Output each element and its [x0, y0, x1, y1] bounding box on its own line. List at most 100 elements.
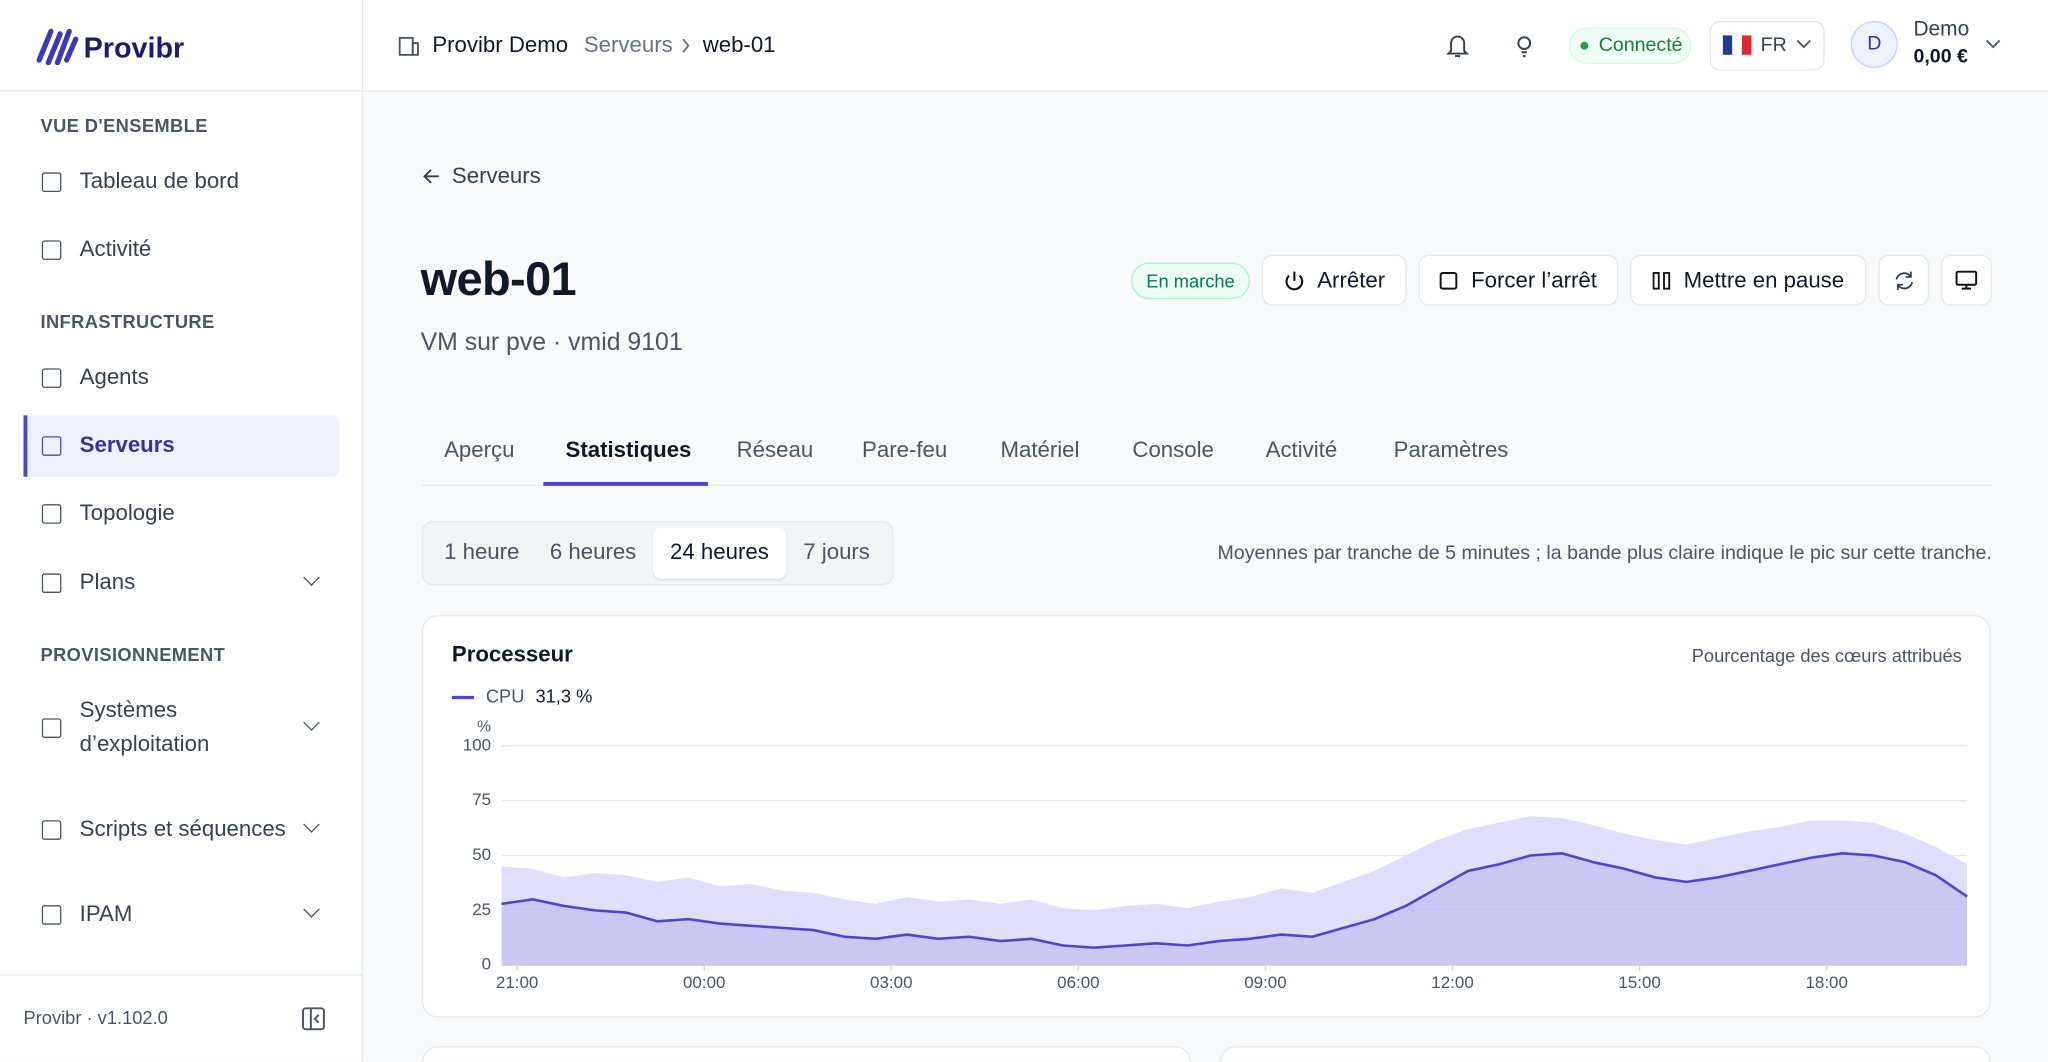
nav-item[interactable]: Plans [79, 569, 136, 595]
nav-icon [41, 820, 62, 840]
square-icon [1440, 271, 1458, 289]
chevron [682, 38, 690, 53]
pause-icon [1652, 271, 1671, 289]
chart: Processeur Pourcentage des cœurs attribu… [451, 642, 1968, 992]
tab[interactable]: Console [1132, 437, 1214, 463]
force-stop-button[interactable]: Forcer l’arrêt [1418, 254, 1619, 306]
nav-item[interactable]: Agents [79, 364, 149, 390]
tab[interactable]: Activité [1265, 437, 1338, 463]
nav-section: PROVISIONNEMENT [40, 643, 226, 665]
peak-band [501, 816, 1968, 966]
y-tick-label: 100 [463, 735, 491, 754]
range-option[interactable]: 1 heure [444, 539, 520, 565]
org-icon [398, 36, 419, 56]
refresh-button[interactable] [1878, 254, 1930, 306]
active-tab-indicator [543, 481, 708, 486]
memory-card [421, 1046, 1192, 1062]
nav-icon [41, 240, 62, 260]
y-tick-label: 75 [472, 790, 491, 809]
logo-mark [36, 28, 79, 66]
tab[interactable]: Matériel [1000, 437, 1080, 463]
back-link[interactable]: Serveurs [451, 163, 541, 189]
user-name: Demo [1913, 18, 1970, 41]
divider [0, 974, 362, 976]
collapse-button[interactable] [302, 1007, 326, 1031]
nav-icon [41, 368, 62, 388]
server-subtitle: VM sur pve · vmid 9101 [420, 329, 683, 357]
x-tick-label: 15:00 [1618, 973, 1660, 992]
x-tick-label: 18:00 [1805, 973, 1847, 992]
y-tick-label: 50 [472, 845, 491, 864]
chart-title: Processeur [452, 642, 573, 667]
range-option[interactable]: 7 jours [803, 539, 870, 565]
power-icon [1284, 271, 1303, 290]
breadcrumb-org[interactable]: Provibr Demo [432, 32, 569, 58]
tab[interactable]: Paramètres [1393, 437, 1509, 463]
nav-section: INFRASTRUCTURE [40, 310, 215, 332]
language-button[interactable] [1709, 20, 1825, 71]
breadcrumb-link[interactable]: Serveurs [583, 32, 673, 58]
divider [0, 90, 362, 92]
header: Provibr Demo Serveurs web-01 Connecté FR… [363, 0, 2048, 92]
tab[interactable]: Aperçu [444, 437, 515, 463]
language: FR [1760, 33, 1787, 57]
avatar[interactable]: D [1850, 20, 1898, 68]
cpu-line [501, 851, 1968, 950]
pause-button[interactable]: Mettre en pause [1630, 254, 1867, 306]
nav-item[interactable]: IPAM [79, 901, 133, 927]
y-tick-label: 0 [482, 955, 491, 974]
nav-item[interactable]: Tableau de bord [79, 168, 239, 194]
x-tick-label: 09:00 [1244, 973, 1286, 992]
nav-item[interactable]: Serveurs [79, 432, 175, 458]
console-button[interactable] [1940, 254, 1992, 306]
cpu-area [501, 853, 1968, 966]
nav-item[interactable]: Activité [79, 236, 152, 262]
range-option[interactable]: 6 heures [549, 539, 637, 565]
x-tick-label: 03:00 [870, 973, 912, 992]
state-badge: En marche [1131, 262, 1250, 300]
cpu-card: Processeur Pourcentage des cœurs attribu… [421, 615, 1991, 1018]
status-pill [1568, 27, 1692, 64]
tips[interactable] [1515, 35, 1533, 59]
nav-chevron [303, 714, 320, 731]
nav-icon [41, 905, 62, 925]
balance: 0,00 € [1913, 45, 1968, 68]
disk-card [1219, 1046, 1991, 1062]
tabs-border [421, 484, 1992, 486]
x-tick-label: 21:00 [496, 973, 538, 992]
y-axis-label: % [477, 719, 491, 736]
button-label: Arrêter [1317, 267, 1386, 292]
x-tick-label: 00:00 [683, 973, 725, 992]
nav-chevron [303, 901, 320, 918]
stop-button[interactable]: Arrêter [1261, 254, 1407, 306]
tab[interactable]: Pare-feu [862, 437, 948, 463]
button-label: Mettre en pause [1683, 267, 1845, 292]
server-title: web-01 [420, 252, 577, 306]
flag [1722, 35, 1752, 55]
refresh-icon [1894, 271, 1913, 290]
range-option[interactable]: 24 heures [670, 539, 769, 565]
nav-active-bar [23, 415, 28, 477]
nav-item[interactable]: Topologie [79, 500, 175, 526]
sidebar: Provibr VUE D'ENSEMBLE Tableau de bord Act… [0, 0, 364, 1062]
nav-item[interactable]: Scripts et séquences [79, 816, 286, 842]
nav-icon [41, 172, 62, 192]
version: Provibr · v1.102.0 [23, 1007, 168, 1028]
nav-section: VUE D'ENSEMBLE [40, 114, 208, 136]
legend-label: CPU [486, 685, 525, 706]
nav-icon [41, 718, 62, 738]
chart-subtitle: Pourcentage des cœurs attribués [1692, 645, 1962, 666]
legend-value: 31,3 % [536, 685, 593, 706]
notifications[interactable] [1446, 33, 1470, 59]
breadcrumb-current: web-01 [702, 32, 776, 58]
tab[interactable]: Statistiques [565, 437, 692, 463]
tab[interactable]: Réseau [736, 437, 814, 463]
status-dot [1580, 41, 1589, 50]
monitor-icon [1955, 270, 1978, 290]
nav-icon [41, 573, 62, 593]
button-label: Forcer l’arrêt [1471, 267, 1597, 292]
chevron [1796, 39, 1811, 49]
nav-item[interactable]: Systèmes d’exploitation [79, 697, 210, 757]
